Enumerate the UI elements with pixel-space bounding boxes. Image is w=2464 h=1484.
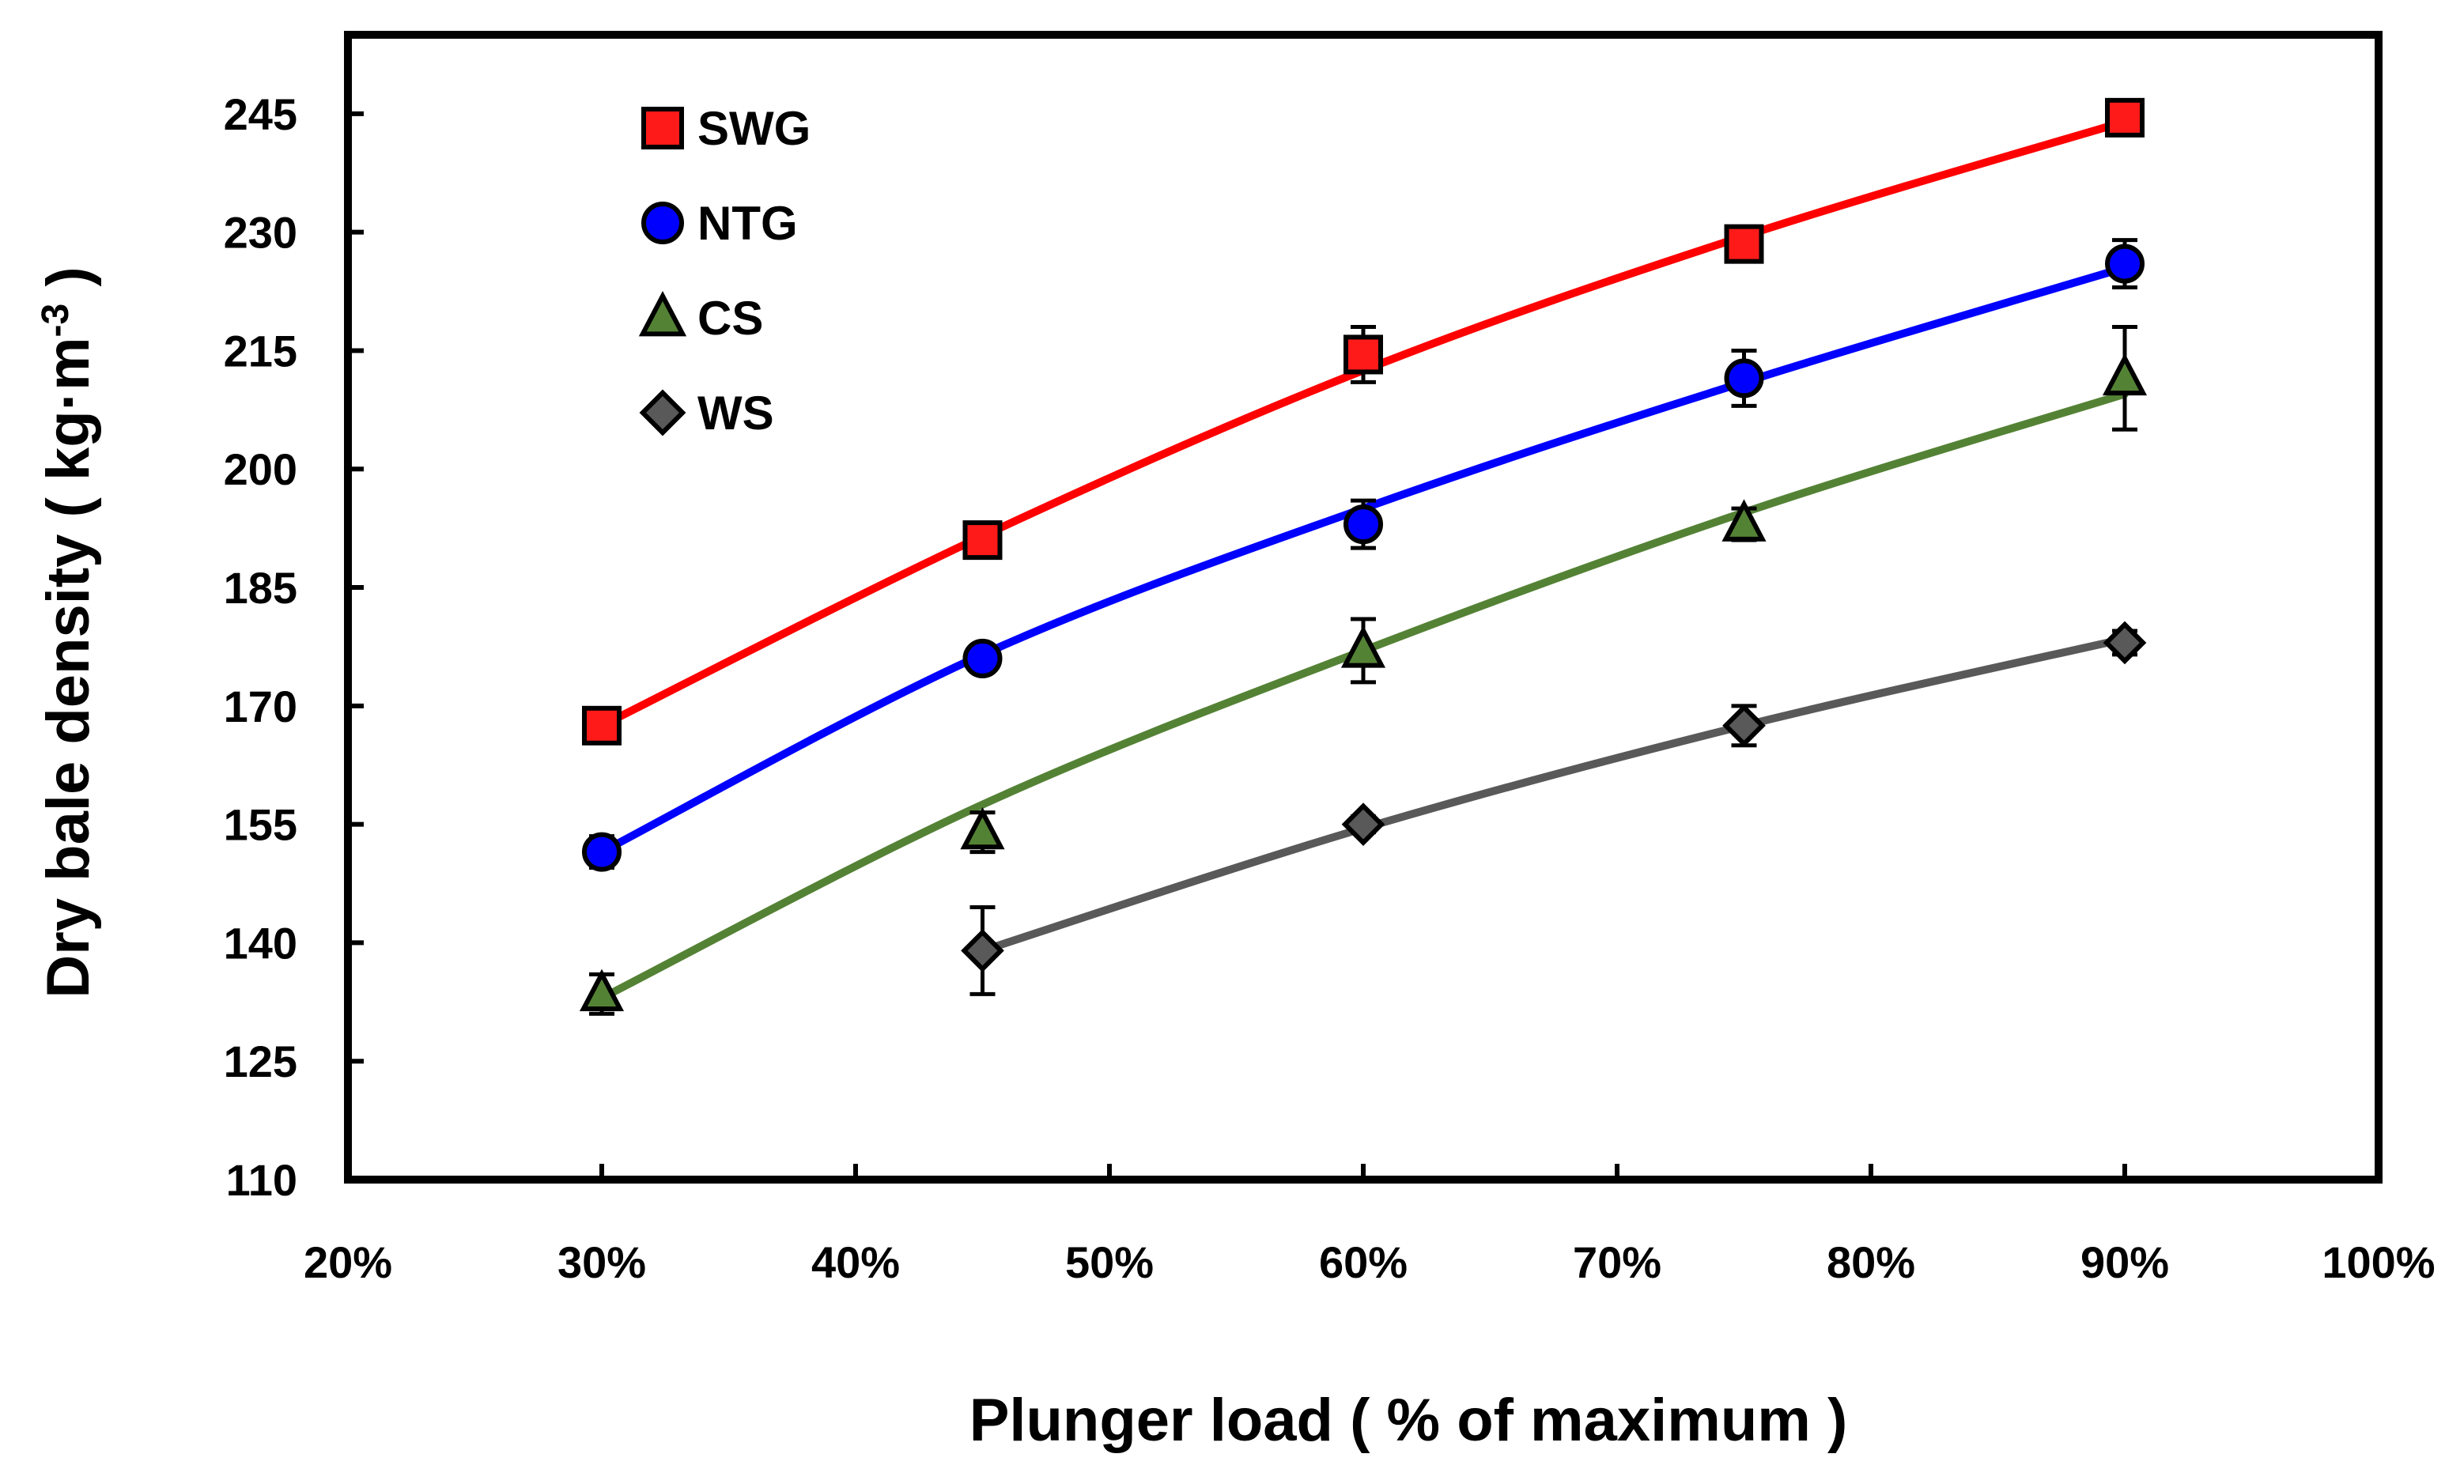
x-tick-label: 40%	[811, 1237, 900, 1287]
data-point-ntg	[1343, 504, 1383, 545]
data-point-swg	[2105, 97, 2145, 138]
y-axis-title-superscript: -3	[35, 304, 77, 338]
y-tick-label: 155	[224, 800, 297, 850]
legend-marker-cs	[638, 290, 687, 337]
data-point-ntg	[582, 832, 622, 872]
x-tick-label: 80%	[1827, 1237, 1915, 1287]
fit-line-ws	[978, 634, 2129, 955]
data-point-swg	[1343, 334, 1383, 375]
data-point-ws	[1722, 704, 1766, 748]
data-point-cs	[2102, 353, 2148, 396]
y-tick-label: 245	[224, 89, 297, 139]
y-tick-label: 110	[226, 1155, 297, 1205]
data-point-cs	[1721, 499, 1767, 542]
data-point-swg	[1724, 224, 1764, 264]
data-point-swg	[962, 520, 1003, 561]
x-tick-label: 50%	[1065, 1237, 1154, 1287]
y-tick-label: 140	[224, 918, 297, 968]
data-point-cs	[1340, 625, 1386, 668]
data-point-ws	[2103, 621, 2147, 665]
legend-marker-swg	[641, 107, 684, 149]
x-tick-label: 30%	[557, 1237, 646, 1287]
legend-label-ws: WS	[697, 387, 774, 440]
y-tick-label: 215	[224, 326, 297, 376]
y-tick-label: 125	[224, 1037, 297, 1086]
y-tick-label: 185	[224, 563, 297, 613]
x-tick-label: 20%	[304, 1237, 392, 1287]
legend: SWG NTG CS WS	[638, 102, 811, 440]
y-axis-title-close: )	[35, 266, 102, 303]
x-tick-label: 100%	[2322, 1237, 2435, 1287]
data-point-swg	[582, 705, 622, 746]
legend-marker-ntg	[641, 202, 684, 244]
legend-marker-ws	[639, 389, 686, 436]
data-markers	[579, 97, 2148, 1012]
data-point-ntg	[1724, 358, 1764, 398]
data-point-ntg	[962, 638, 1003, 678]
y-axis-title: Dry bale density ( kg·m-3 )	[35, 266, 102, 998]
y-axis: 110 125 140 155 170 185 200 215 230 245	[224, 89, 364, 1205]
data-point-ntg	[2105, 244, 2145, 284]
y-tick-label: 200	[224, 444, 297, 494]
x-axis-title: Plunger load ( % of maximum )	[969, 1387, 1848, 1454]
data-point-cs	[960, 806, 1005, 850]
y-tick-label: 170	[224, 682, 297, 731]
legend-label-cs: CS	[697, 292, 763, 345]
y-axis-title-main: Dry bale density ( kg·m	[35, 337, 102, 998]
legend-label-swg: SWG	[697, 102, 811, 155]
x-axis: 20% 30% 40% 50% 60% 70% 80% 90% 100%	[304, 1164, 2436, 1287]
data-point-cs	[579, 969, 625, 1012]
data-point-ws	[961, 929, 1004, 972]
x-tick-label: 90%	[2080, 1237, 2169, 1287]
x-tick-label: 60%	[1319, 1237, 1408, 1287]
data-point-ws	[1341, 802, 1385, 846]
y-tick-label: 230	[224, 208, 297, 258]
legend-label-ntg: NTG	[697, 197, 798, 250]
x-tick-label: 70%	[1573, 1237, 1661, 1287]
